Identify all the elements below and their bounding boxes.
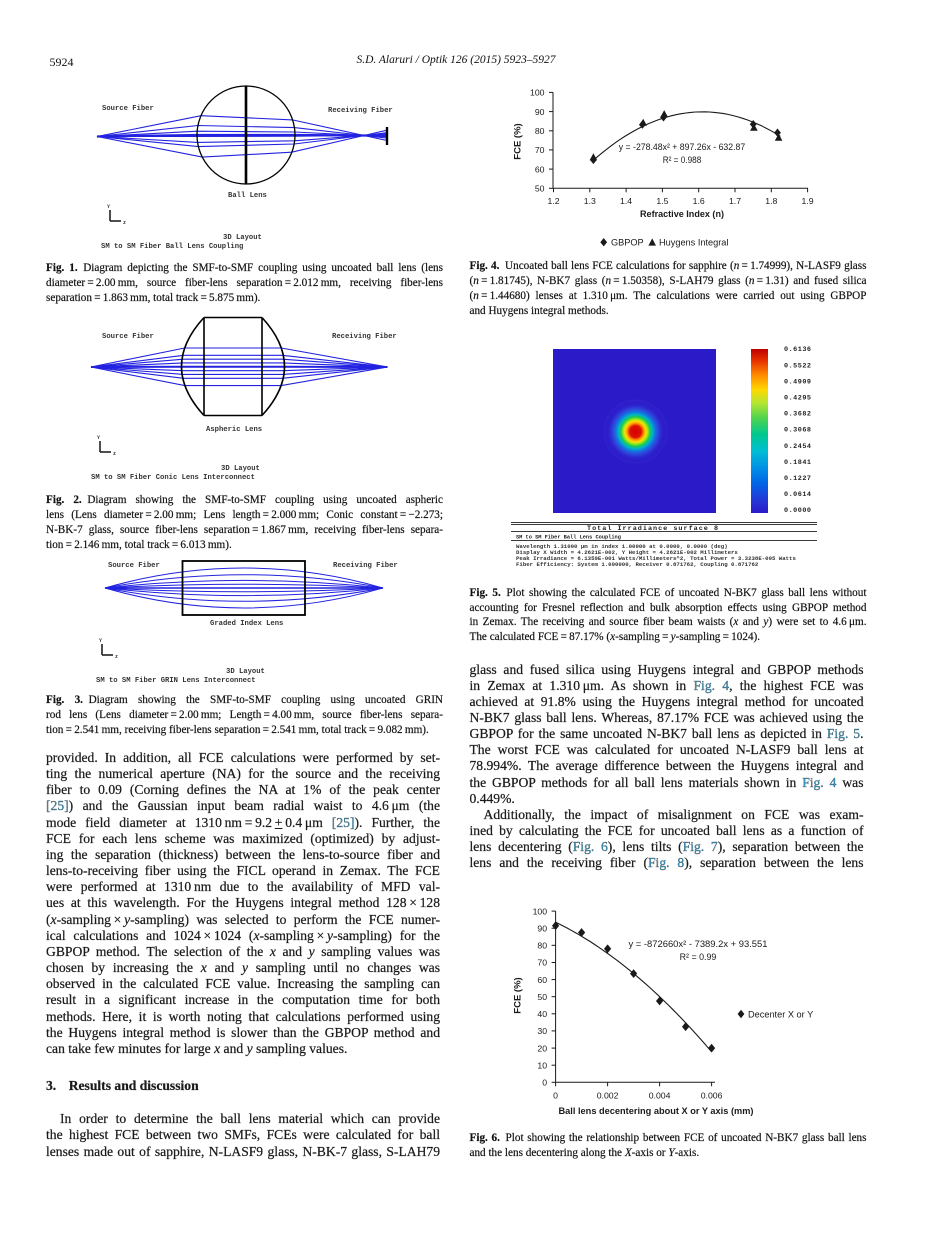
svg-text:1.6: 1.6 xyxy=(693,196,705,206)
svg-text:0.1227: 0.1227 xyxy=(784,475,811,483)
svg-text:Receiving Fiber: Receiving Fiber xyxy=(332,333,397,341)
svg-text:Total Irradiance surface 8: Total Irradiance surface 8 xyxy=(587,525,719,533)
svg-text:0: 0 xyxy=(553,1091,558,1101)
svg-text:70: 70 xyxy=(537,958,547,968)
svg-text:SM to SM Fiber Ball Lens Coupl: SM to SM Fiber Ball Lens Coupling xyxy=(101,243,243,251)
svg-text:0.0614: 0.0614 xyxy=(784,491,811,499)
svg-text:Display X Width = 4.2621E-002,: Display X Width = 4.2621E-002, Y Height … xyxy=(516,549,738,556)
svg-text:FCE (%): FCE (%) xyxy=(513,123,524,159)
svg-text:y = -872660x² - 7389.2x + 93.5: y = -872660x² - 7389.2x + 93.551 xyxy=(629,939,768,949)
svg-text:y = -278.48x² + 897.26x - 632.: y = -278.48x² + 897.26x - 632.87 xyxy=(619,142,746,152)
svg-text:0.002: 0.002 xyxy=(597,1091,619,1101)
svg-text:100: 100 xyxy=(533,906,548,916)
svg-text:Receiving Fiber: Receiving Fiber xyxy=(328,107,393,115)
svg-text:100: 100 xyxy=(530,88,545,98)
svg-text:3D Layout: 3D Layout xyxy=(221,465,260,473)
svg-text:0.004: 0.004 xyxy=(649,1091,671,1101)
svg-text:0.1841: 0.1841 xyxy=(784,459,811,467)
svg-text:R² = 0.99: R² = 0.99 xyxy=(680,952,717,962)
svg-text:Refractive Index (n): Refractive Index (n) xyxy=(640,209,724,220)
svg-text:50: 50 xyxy=(537,992,547,1002)
svg-text:GBPOP: GBPOP xyxy=(611,238,644,248)
svg-text:3D Layout: 3D Layout xyxy=(226,668,265,676)
svg-text:40: 40 xyxy=(537,1009,547,1019)
svg-text:70: 70 xyxy=(535,145,545,155)
svg-text:10: 10 xyxy=(537,1060,547,1070)
svg-text:Source Fiber: Source Fiber xyxy=(108,562,160,570)
svg-text:1.7: 1.7 xyxy=(729,196,741,206)
svg-text:60: 60 xyxy=(535,164,545,174)
svg-text:Graded Index Lens: Graded Index Lens xyxy=(210,620,283,628)
svg-text:Y: Y xyxy=(97,435,100,441)
svg-text:Fiber Efficiency: System 1.000: Fiber Efficiency: System 1.000000, Recei… xyxy=(516,561,759,567)
svg-text:Source Fiber: Source Fiber xyxy=(102,105,154,113)
svg-text:1.9: 1.9 xyxy=(802,196,814,206)
svg-text:Source Fiber: Source Fiber xyxy=(102,333,154,341)
svg-text:1.5: 1.5 xyxy=(656,196,668,206)
svg-text:FCE (%): FCE (%) xyxy=(513,977,524,1013)
svg-text:Y: Y xyxy=(107,204,110,210)
svg-text:SM to SM Fiber Conic Lens Inte: SM to SM Fiber Conic Lens Interconnect xyxy=(91,474,255,482)
svg-text:1.4: 1.4 xyxy=(620,196,632,206)
svg-text:0.4909: 0.4909 xyxy=(784,378,811,386)
svg-text:1.3: 1.3 xyxy=(584,196,596,206)
svg-text:1.8: 1.8 xyxy=(765,196,777,206)
svg-text:Y: Y xyxy=(99,638,102,644)
svg-text:0.4295: 0.4295 xyxy=(784,395,811,403)
svg-text:z: z xyxy=(113,451,116,457)
svg-text:Ball lens decentering about X: Ball lens decentering about X or Y axis … xyxy=(559,1106,754,1117)
svg-text:Ball Lens: Ball Lens xyxy=(228,192,267,200)
svg-text:60: 60 xyxy=(537,975,547,985)
svg-text:0.006: 0.006 xyxy=(701,1091,723,1101)
svg-text:z: z xyxy=(123,220,126,226)
svg-text:Aspheric Lens: Aspheric Lens xyxy=(206,426,262,434)
svg-text:0.5522: 0.5522 xyxy=(784,362,811,370)
svg-text:20: 20 xyxy=(537,1043,547,1053)
svg-text:90: 90 xyxy=(535,107,545,117)
svg-text:Receiving Fiber: Receiving Fiber xyxy=(333,562,398,570)
svg-text:Wavelength 1.31000 µm in index: Wavelength 1.31000 µm in index 1.00000 a… xyxy=(516,543,728,550)
svg-text:0: 0 xyxy=(542,1078,547,1088)
svg-text:SM to SM Fiber GRIN Lens Inter: SM to SM Fiber GRIN Lens Interconnect xyxy=(96,677,256,685)
svg-text:0.3068: 0.3068 xyxy=(784,427,811,435)
svg-text:Peak Irradiance = 6.1359E-001: Peak Irradiance = 6.1359E-001 Watts/Mill… xyxy=(516,555,796,562)
svg-text:Decenter X or Y: Decenter X or Y xyxy=(748,1010,813,1020)
svg-text:z: z xyxy=(115,654,118,660)
svg-text:3D Layout: 3D Layout xyxy=(223,234,262,242)
svg-text:R² = 0.988: R² = 0.988 xyxy=(663,155,702,165)
svg-text:0.6136: 0.6136 xyxy=(784,346,811,354)
svg-text:0.0000: 0.0000 xyxy=(784,507,811,515)
svg-text:90: 90 xyxy=(537,923,547,933)
svg-text:Huygens Integral: Huygens Integral xyxy=(659,238,728,248)
svg-text:0.3682: 0.3682 xyxy=(784,411,811,419)
svg-text:80: 80 xyxy=(537,941,547,951)
svg-text:0.2454: 0.2454 xyxy=(784,443,811,451)
svg-text:1.2: 1.2 xyxy=(547,196,559,206)
svg-text:30: 30 xyxy=(537,1026,547,1036)
svg-text:SM to SM Fiber Ball Lens Coupl: SM to SM Fiber Ball Lens Coupling xyxy=(516,535,621,541)
svg-text:80: 80 xyxy=(535,126,545,136)
svg-text:50: 50 xyxy=(535,184,545,194)
